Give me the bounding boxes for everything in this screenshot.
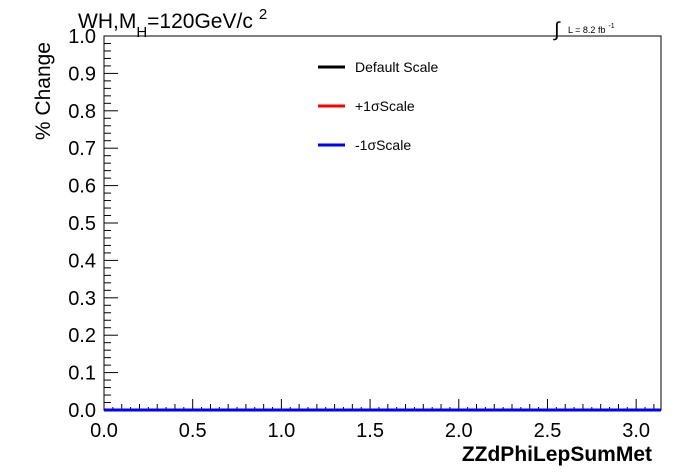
title-superscript: 2 [259, 6, 267, 23]
y-tick-label: 0.7 [68, 138, 96, 160]
title-mid: =120GeV/c [147, 10, 253, 33]
x-tick-label: 3.0 [622, 420, 650, 442]
axes: 0.0 0.5 1.0 1.5 2.0 2.5 3.0 0.0 0.1 0.2 0.3 0.4 0.5 0… [68, 26, 655, 442]
luminosity-text: L = 8.2 fb [568, 25, 605, 35]
legend: Default Scale +1σScale -1σScale [318, 59, 438, 153]
y-axis-label: % Change [32, 42, 55, 140]
legend-entry: Default Scale [355, 59, 438, 75]
y-tick-label: 0.9 [68, 63, 96, 85]
y-tick-label: 0.0 [68, 400, 96, 422]
title-prefix: WH,M [78, 10, 136, 33]
x-axis-label: ZZdPhiLepSumMet [462, 443, 652, 466]
chart-title: WH,MH=120GeV/c 2 [78, 6, 267, 41]
luminosity-label: L = 8.2 fb -1 [568, 23, 615, 35]
x-tick-label: 2.5 [534, 420, 562, 442]
x-tick-label: 1.5 [356, 420, 384, 442]
x-tick-label: 1.0 [267, 420, 295, 442]
y-tick-label: 0.8 [68, 101, 96, 123]
luminosity-superscript: -1 [608, 23, 614, 30]
y-tick-label: 0.4 [68, 250, 96, 272]
x-tick-label: 2.0 [445, 420, 473, 442]
legend-entry: -1σScale [355, 137, 411, 153]
luminosity-integral: ∫ [553, 19, 561, 41]
x-tick-label: 0.0 [90, 420, 118, 442]
title-subscript: H [136, 24, 147, 41]
y-tick-label: 0.2 [68, 325, 96, 347]
y-tick-label: 1.0 [68, 26, 96, 48]
y-tick-label: 0.6 [68, 176, 96, 198]
plot-frame [103, 35, 662, 411]
x-tick-label: 0.5 [179, 420, 207, 442]
y-tick-label: 0.5 [68, 213, 96, 235]
legend-entry: +1σScale [355, 98, 415, 114]
y-tick-label: 0.1 [68, 363, 96, 385]
y-tick-label: 0.3 [68, 288, 96, 310]
